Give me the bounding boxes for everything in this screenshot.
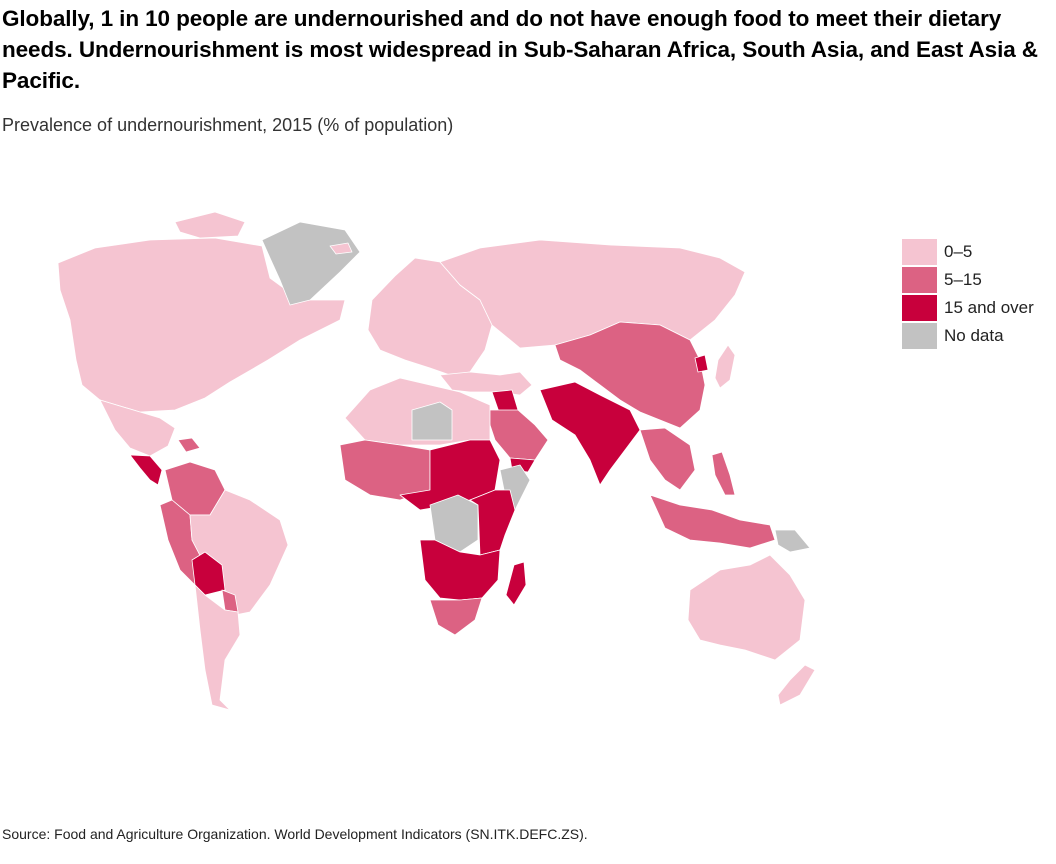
country-libya xyxy=(411,401,453,441)
legend-item-15-and-over: 15 and over xyxy=(902,294,1054,322)
country-indonesia xyxy=(649,494,776,549)
country-caribbean xyxy=(177,437,201,453)
country-north-america xyxy=(57,237,346,413)
country-iceland xyxy=(329,242,353,255)
country-central-america xyxy=(129,454,163,486)
legend-item-5-15: 5–15 xyxy=(902,266,1054,294)
country-greenland xyxy=(261,221,361,306)
country-australia xyxy=(687,554,806,661)
country-south-africa xyxy=(429,597,483,636)
legend-item-no-data: No data xyxy=(902,322,1054,350)
country-papua-new-guinea xyxy=(774,529,811,553)
country-mongolia-china xyxy=(554,321,706,429)
legend-swatch xyxy=(902,295,937,321)
country-madagascar xyxy=(505,561,527,606)
legend-label: 15 and over xyxy=(944,298,1034,317)
country-southern-africa xyxy=(419,539,501,601)
country-southeast-asia xyxy=(639,427,696,491)
country-north-korea xyxy=(694,354,709,373)
legend-item-0-5: 0–5 xyxy=(902,238,1054,266)
legend-swatch xyxy=(902,323,937,349)
chart-subtitle: Prevalence of undernourishment, 2015 (% … xyxy=(2,115,454,135)
country-ethiopia-east-africa xyxy=(469,489,516,556)
country-japan xyxy=(714,344,736,389)
map-legend: 0–5 5–15 15 and over No data xyxy=(902,238,1054,350)
country-southern-cone xyxy=(194,584,241,711)
country-mexico xyxy=(99,399,176,457)
country-afghanistan-pakistan-india xyxy=(539,381,641,486)
legend-swatch xyxy=(902,239,937,265)
map-countries xyxy=(57,211,816,711)
country-canada-islands xyxy=(174,211,246,239)
legend-label: 5–15 xyxy=(944,270,982,289)
country-saudi-arabia-oman xyxy=(484,409,549,461)
legend-label: No data xyxy=(944,326,1004,345)
country-europe xyxy=(367,257,493,376)
source-note: Source: Food and Agriculture Organizatio… xyxy=(2,826,588,842)
chart-title: Globally, 1 in 10 people are undernouris… xyxy=(2,6,1038,93)
country-philippines xyxy=(711,451,736,496)
legend-swatch xyxy=(902,267,937,293)
world-map xyxy=(57,211,816,711)
country-middle-east xyxy=(439,371,533,396)
legend-label: 0–5 xyxy=(944,242,973,261)
country-new-zealand xyxy=(777,664,816,706)
country-west-africa xyxy=(339,439,431,501)
